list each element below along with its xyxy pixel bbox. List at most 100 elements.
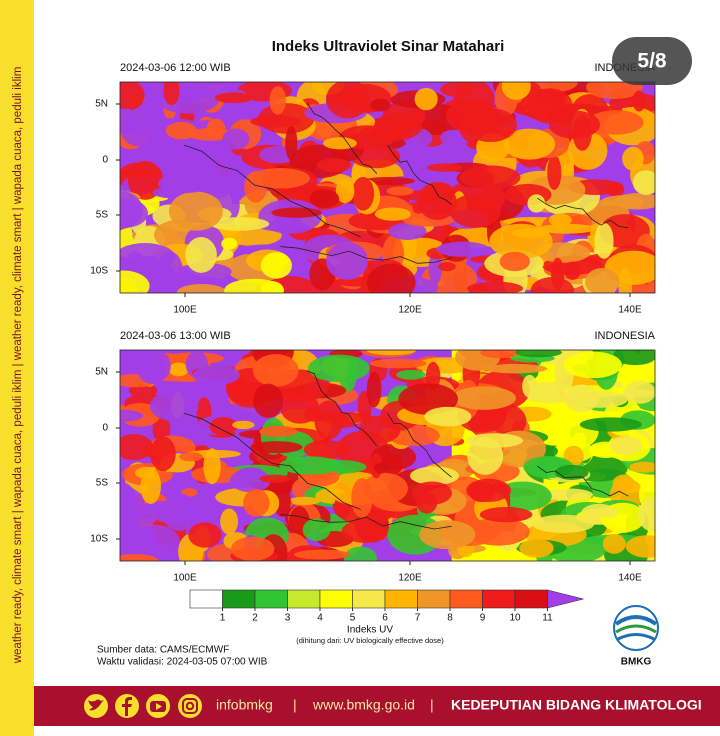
uv-blob [260, 252, 292, 279]
uv-blob [168, 362, 189, 377]
uv-blob [588, 110, 644, 135]
uv-blob [366, 263, 416, 293]
uv-blob [335, 179, 355, 204]
colorbar-tick-label: 7 [415, 613, 421, 624]
uv-blob [302, 518, 331, 542]
side-text: weather ready, climate smart | wapada cu… [12, 67, 24, 665]
uv-blob [532, 514, 595, 534]
uv-blob [563, 351, 622, 379]
colorbar-box [222, 589, 256, 609]
uv-blob [597, 506, 619, 519]
badge[interactable] [612, 37, 692, 85]
uv-blob [449, 193, 502, 228]
uv-blob [158, 173, 211, 194]
uv-blob [169, 191, 223, 231]
colorbar-tick-label: 8 [447, 613, 453, 624]
uv-blob [410, 466, 459, 486]
uv-blob [452, 386, 516, 410]
uv-blob [120, 82, 145, 111]
uv-blob [563, 384, 599, 413]
uv-blob [545, 488, 594, 501]
uv-blob [522, 374, 538, 398]
colorbar-tick-label: 2 [252, 613, 258, 624]
uv-blob [374, 207, 411, 221]
uv-blob [625, 535, 655, 558]
lon-label: 140E [618, 305, 642, 316]
uv-blob [564, 261, 581, 281]
uv-blob [629, 461, 655, 473]
uv-blob [550, 413, 599, 450]
footer-website: www.bmkg.go.id [312, 697, 415, 713]
pagination[interactable]: 5/8 [637, 50, 667, 73]
uv-blob [344, 546, 378, 561]
uv-blob [527, 194, 546, 213]
uv-blob [315, 412, 375, 424]
uv-blob [366, 371, 382, 408]
colorbar-box [384, 589, 418, 609]
uv-blob [142, 136, 174, 160]
uv-blob [209, 417, 238, 436]
uv-blob [120, 409, 144, 422]
uv-blob [438, 262, 456, 272]
uv-blob [152, 416, 171, 443]
map-panels: 2024-03-06 12:00 WIB INDONESIA 5N 0 5S 10S 100… [90, 62, 655, 584]
uv-blob [440, 82, 474, 97]
uv-blob [221, 237, 238, 250]
colorbar-tick-label: 10 [509, 613, 521, 624]
uv-blob [424, 406, 472, 427]
lon-label: 120E [398, 305, 422, 316]
lat-label: 5N [95, 367, 108, 378]
bmkg-logo: BMKG [613, 605, 659, 668]
footer-handle: infobmkg [216, 697, 273, 713]
colorbar-arrow [547, 589, 584, 609]
uv-blob [519, 538, 554, 558]
uv-blob [351, 478, 373, 518]
uv-blob [259, 425, 298, 438]
uv-blob [388, 222, 427, 240]
uv-blob [252, 354, 299, 387]
uv-blob [138, 503, 169, 518]
footer-separator: | [293, 697, 297, 713]
uv-blob [303, 440, 350, 460]
source: Sumber data: CAMS/ECMWF [97, 645, 229, 656]
uv-blob [269, 86, 286, 115]
colorbar-box [514, 589, 548, 609]
uv-blob [177, 284, 227, 293]
uv-blob [468, 481, 495, 503]
uv-blob [250, 441, 303, 454]
uv-blob [120, 270, 150, 293]
uv-blob [128, 524, 181, 561]
uv-blob [503, 128, 556, 160]
colorbar: 1 2 3 4 5 6 7 8 9 10 11 [189, 589, 584, 624]
colorbar-box [287, 589, 321, 609]
uv-blob [479, 506, 533, 523]
uv-blob [120, 108, 140, 133]
uv-blob [316, 158, 352, 173]
coastline [387, 413, 452, 478]
lat-label: 0 [102, 155, 108, 166]
uv-blob [370, 98, 391, 112]
uv-blob [637, 496, 655, 533]
pagination-badge[interactable]: 5/8 [612, 37, 692, 85]
uv-blob [586, 82, 643, 100]
uv-blob [602, 534, 626, 554]
uv-blob [122, 486, 137, 524]
colorbar-note: (dihitung dari: UV biologically effectiv… [296, 636, 444, 645]
uv-blob [419, 520, 476, 550]
uv-blob [426, 163, 463, 172]
colorbar-box [449, 589, 483, 609]
lon-label: 100E [173, 573, 197, 584]
validity: Waktu validasi: 2024-03-05 07:00 WIB [97, 657, 268, 668]
uv-blob [439, 129, 466, 146]
uv-blob [514, 350, 563, 358]
uv-blob [341, 519, 390, 543]
uv-blob [120, 198, 149, 228]
uv-blob [501, 82, 531, 100]
uv-blob [511, 228, 550, 238]
lat-label: 5N [95, 99, 108, 110]
colorbar-box [254, 589, 288, 609]
lon-label: 120E [398, 573, 422, 584]
uv-blob [547, 155, 562, 190]
lon-label: 100E [173, 305, 197, 316]
